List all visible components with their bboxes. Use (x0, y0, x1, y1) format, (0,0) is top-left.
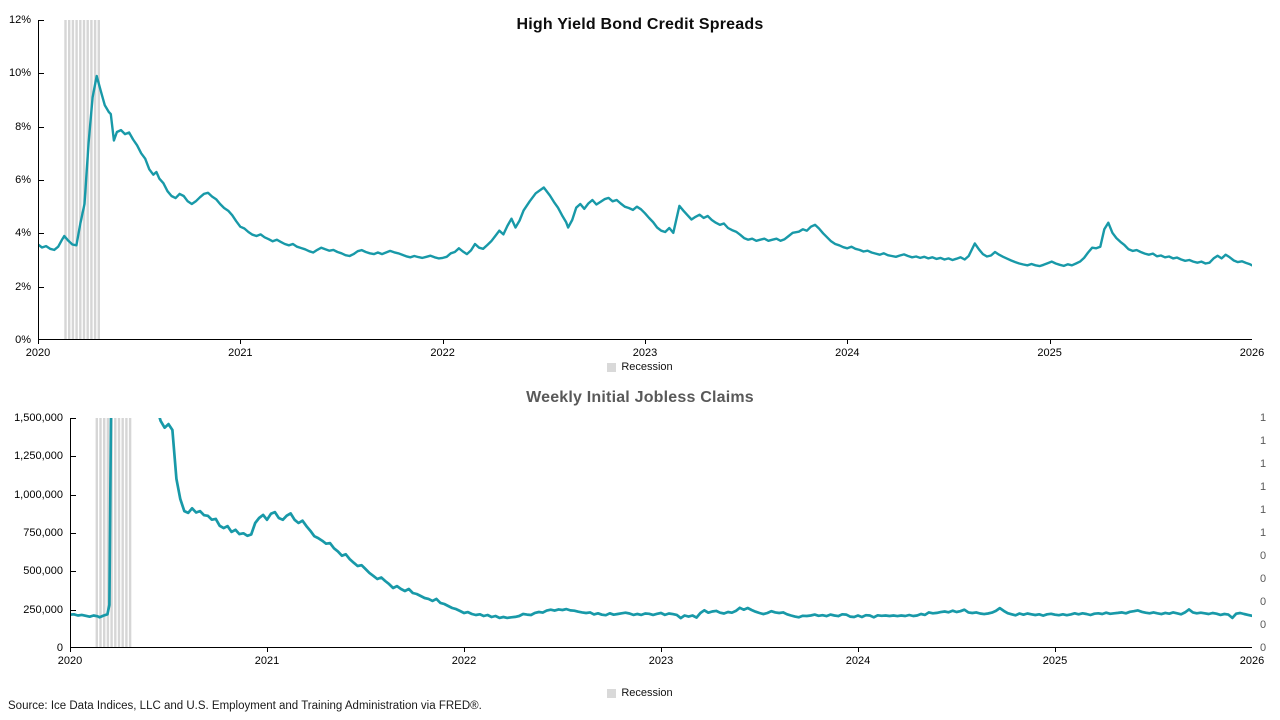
x-axis-tick-label: 2021 (254, 655, 280, 667)
x-axis-tick-label: 2025 (1037, 347, 1062, 359)
right-axis-clipped-label: 1 (1260, 504, 1267, 516)
right-axis-clipped-label: 0 (1260, 619, 1267, 631)
y-axis-tick-label: 4% (15, 227, 31, 240)
y-axis-tick-label: 10% (8, 67, 31, 80)
recession-swatch-icon (607, 362, 617, 372)
x-axis-tick-label: 2022 (451, 655, 477, 667)
x-axis-tick-label: 2022 (430, 347, 455, 359)
line-series-plot (68, 0, 1254, 652)
y-axis-tick-label: 1,000,000 (14, 488, 63, 501)
x-axis-tick-label: 2023 (648, 655, 674, 667)
right-axis-clipped-label: 0 (1260, 596, 1267, 608)
x-axis-tick-label: 2021 (228, 347, 253, 359)
y-axis-tick-label: 500,000 (23, 565, 63, 578)
y-axis-tick-label: 2% (15, 280, 31, 293)
x-axis-tick-label: 2023 (632, 347, 658, 359)
right-axis-clipped-label: 1 (1260, 527, 1267, 539)
chart1-plot-area (36, 20, 1254, 346)
y-axis-tick-label: 6% (15, 174, 31, 186)
y-axis-tick-label: 1,500,000 (14, 412, 63, 424)
chart1-title: High Yield Bond Credit Spreads (516, 16, 764, 33)
x-axis-tick-label: 2026 (1239, 347, 1265, 359)
x-axis-tick-label: 2020 (57, 655, 83, 667)
y-axis-tick-label: 8% (15, 120, 31, 133)
right-axis-clipped-label: 1 (1260, 481, 1267, 493)
right-axis-clipped-label: 0 (1260, 550, 1267, 562)
chart2-title: Weekly Initial Jobless Claims (526, 389, 754, 406)
recession-swatch-icon (607, 688, 617, 698)
x-axis-tick-label: 2020 (25, 347, 51, 359)
chart1-legend-label: Recession (621, 361, 673, 373)
chart1-recession-legend: Recession (0, 361, 1280, 373)
chart2-plot-area (68, 0, 1254, 654)
y-axis-tick-label: 12% (8, 14, 31, 26)
y-axis-tick-label: 0 (56, 642, 63, 654)
line-series-plot (36, 20, 1254, 344)
y-axis-tick-label: 750,000 (23, 527, 63, 539)
x-axis-tick-label: 2024 (835, 347, 860, 359)
right-axis-clipped-label: 1 (1260, 435, 1267, 447)
x-axis-tick-label: 2024 (845, 655, 871, 667)
x-axis-tick-label: 2026 (1239, 655, 1265, 667)
right-axis-clipped-label: 1 (1260, 412, 1267, 424)
y-axis-tick-label: 1,250,000 (14, 450, 63, 463)
source-note: Source: Ice Data Indices, LLC and U.S. E… (8, 700, 482, 712)
x-axis-tick-label: 2025 (1042, 655, 1068, 667)
right-axis-clipped-label: 0 (1260, 573, 1267, 585)
y-axis-tick-label: 0% (15, 334, 31, 346)
chart2-legend-label: Recession (621, 687, 673, 699)
y-axis-tick-label: 250,000 (23, 603, 63, 616)
right-axis-clipped-label: 1 (1260, 458, 1267, 470)
right-axis-clipped-label: 0 (1260, 642, 1267, 654)
chart2-recession-legend: Recession (0, 687, 1280, 699)
